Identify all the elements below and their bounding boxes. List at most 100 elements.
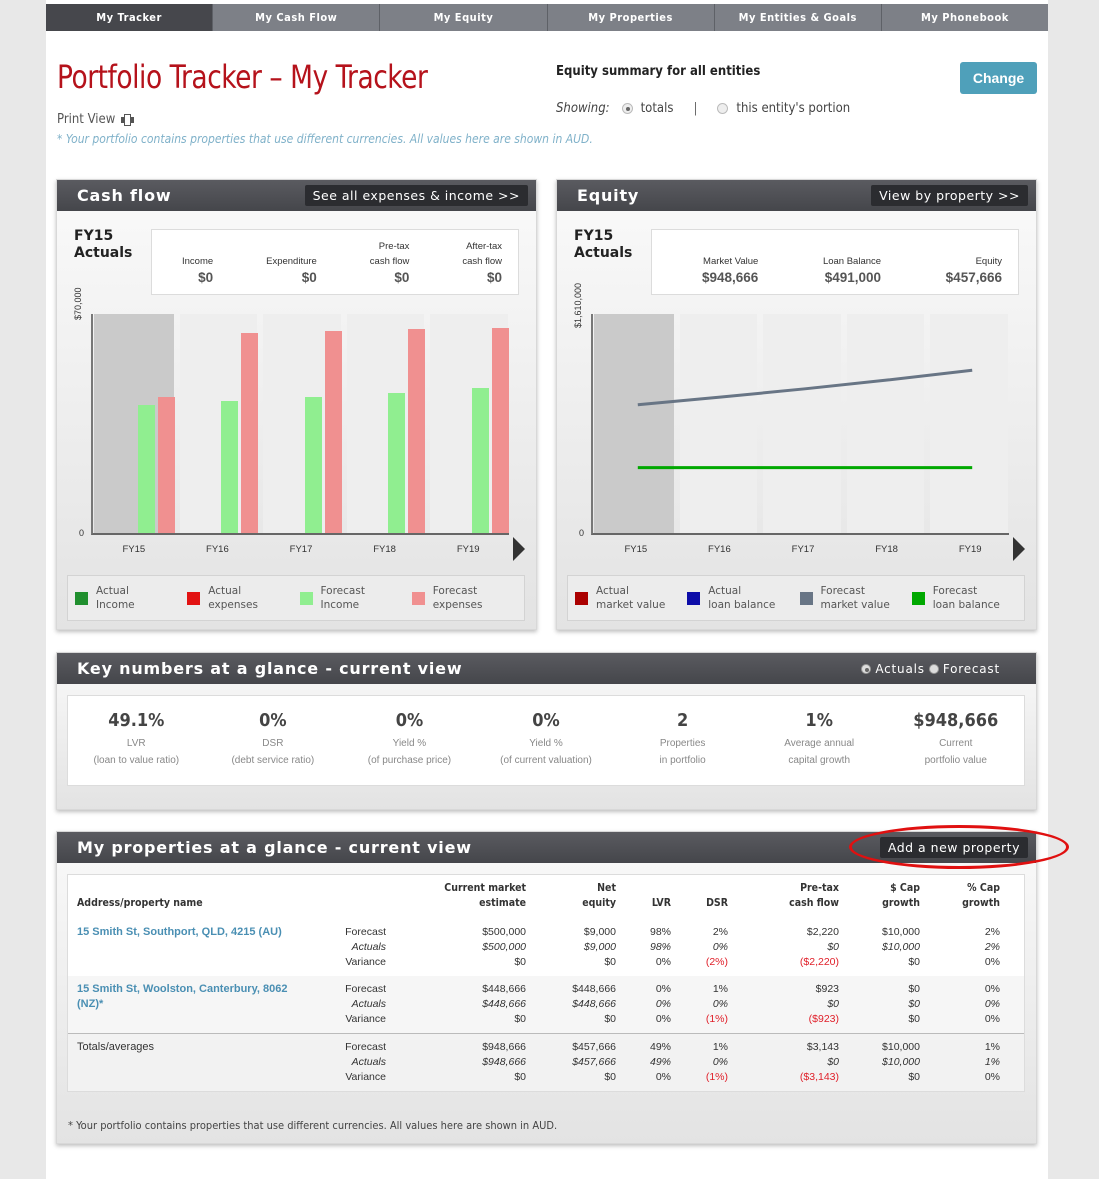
properties-panel: My properties at a glance - current view…	[56, 831, 1037, 1144]
x-axis-label: FY15	[624, 544, 648, 555]
properties-title: My properties at a glance - current view	[77, 838, 472, 857]
summary-label: cash flow	[462, 256, 502, 267]
col-lvr: LVR	[651, 897, 671, 909]
showing-label: Showing:	[556, 101, 610, 116]
kn-portfolio-value: $948,666 Current portfolio value	[887, 696, 1024, 785]
legend-item: Actual loan balance	[687, 584, 799, 612]
page-title: Portfolio Tracker – My Tracker	[57, 58, 428, 96]
summary-loan-balance: Loan Balance $491,000	[823, 230, 881, 294]
y-axis-zero-label: 0	[579, 528, 585, 538]
summary-label: Equity	[975, 256, 1002, 267]
tab-my-cash-flow[interactable]: My Cash Flow	[213, 4, 381, 31]
period-type: Actuals	[74, 245, 133, 261]
cash-flow-panel: Cash flow See all expenses & income >> F…	[56, 179, 537, 630]
cell-cap-growth-pct: 1% 1% 0%	[984, 1041, 1000, 1083]
chart-next-arrow-icon[interactable]	[513, 537, 525, 561]
legend-label: Actual expenses	[208, 585, 258, 611]
kn-label: LVR (loan to value ratio)	[93, 738, 180, 766]
kn-label: Yield % (of current valuation)	[500, 738, 592, 766]
cell-net-equity: $9,000 $9,000 $0	[583, 926, 616, 968]
property-link[interactable]: 15 Smith St, Woolston, Canterbury, 8062 …	[77, 983, 288, 1010]
forecast-label: Forecast	[942, 661, 1000, 676]
summary-label: Market Value	[703, 256, 759, 267]
currency-note: * Your portfolio contains properties tha…	[57, 132, 593, 146]
row-type-labels: Forecast Actuals Variance	[345, 983, 386, 1025]
cash-flow-bar-chart	[91, 314, 509, 535]
bar-forecast-income[interactable]	[472, 388, 489, 533]
totals-radio[interactable]	[621, 103, 633, 114]
period-type: Actuals	[574, 245, 633, 261]
y-axis-max-label: $70,000	[73, 287, 83, 320]
tab-my-properties[interactable]: My Properties	[547, 4, 715, 31]
view-by-property-button[interactable]: View by property >>	[871, 185, 1028, 206]
cell-dsr: 1% 0% (1%)	[705, 983, 728, 1025]
bar-forecast-income[interactable]	[388, 393, 406, 533]
legend-label: Actual Income	[96, 585, 135, 611]
x-axis-label: FY15	[122, 544, 146, 555]
legend-label: Forecast Income	[320, 585, 365, 611]
tab-my-tracker[interactable]: My Tracker	[46, 4, 214, 31]
legend-swatch-forecast-expenses	[411, 591, 425, 605]
chart-next-arrow-icon[interactable]	[1013, 537, 1025, 561]
kn-dsr: 0% DSR (debt service ratio)	[205, 696, 342, 785]
x-axis-label: FY18	[373, 544, 396, 555]
print-view-label: Print View	[57, 112, 116, 127]
col-row-type	[298, 875, 386, 919]
cash-flow-header: Cash flow See all expenses & income >>	[57, 180, 536, 211]
summary-label: Pre-tax	[378, 241, 410, 252]
properties-table: Address/property name Current market esti…	[68, 875, 1024, 1091]
equity-summary-heading: Equity summary for all entities	[556, 64, 761, 79]
property-link[interactable]: 15 Smith St, Southport, QLD, 4215 (AU)	[77, 926, 282, 938]
legend-label: Forecast market value	[820, 585, 890, 611]
col-pretax-cash-flow: Pre-tax cash flow	[789, 882, 839, 909]
tab-my-equity[interactable]: My Equity	[380, 4, 548, 31]
cell-net-equity: $457,666 $457,666 $0	[572, 1041, 616, 1083]
tab-my-phonebook[interactable]: My Phonebook	[881, 4, 1049, 31]
chart-column-background	[846, 314, 925, 533]
summary-income: Income $0	[182, 230, 213, 294]
x-axis-label: FY19	[958, 544, 982, 555]
bar-forecast-expenses[interactable]	[492, 328, 509, 533]
see-all-expenses-income-button[interactable]: See all expenses & income >>	[304, 185, 528, 206]
chart-column-background	[594, 314, 674, 533]
legend-item: Actual expenses	[187, 584, 299, 612]
kn-label: Properties in portfolio	[659, 738, 706, 766]
property-name-cell: 15 Smith St, Southport, QLD, 4215 (AU)	[68, 919, 298, 976]
kn-value: $948,666	[913, 710, 999, 731]
bar-forecast-income[interactable]	[221, 401, 239, 533]
entity-portion-radio[interactable]	[717, 103, 729, 114]
key-numbers-box: 49.1% LVR (loan to value ratio) 0% DSR (debt…	[67, 695, 1025, 786]
kn-value: 1%	[805, 710, 833, 731]
summary-label: Income	[182, 256, 214, 267]
add-new-property-button[interactable]: Add a new property	[879, 837, 1028, 858]
bar-forecast-expenses[interactable]	[408, 329, 426, 533]
summary-value: $491,000	[824, 270, 882, 285]
change-button[interactable]: Change	[960, 62, 1037, 94]
equity-lines	[637, 368, 973, 470]
cell-pretax-cash-flow: $923 $0 ($923)	[808, 983, 839, 1025]
forecast-radio[interactable]	[928, 663, 939, 674]
legend-label: Actual market value	[596, 585, 666, 611]
summary-expenditure: Expenditure $0	[266, 230, 317, 294]
cash-flow-legend: Actual Income Actual expenses Forecast Inco…	[67, 575, 525, 621]
bar-forecast-income[interactable]	[137, 404, 155, 533]
kn-lvr: 49.1% LVR (loan to value ratio)	[68, 696, 205, 785]
print-view-link[interactable]: Print View	[57, 112, 135, 127]
equity-header: Equity View by property >>	[557, 180, 1036, 211]
page: My Tracker My Cash Flow My Equity My Pro…	[46, 0, 1069, 1179]
bar-forecast-expenses[interactable]	[241, 333, 259, 533]
actuals-radio[interactable]	[861, 663, 872, 674]
legend-item: Forecast Income	[299, 584, 412, 612]
cell-lvr: 49% 49% 0%	[649, 1041, 671, 1083]
tab-my-entities-goals[interactable]: My Entities & Goals	[714, 4, 882, 31]
bar-forecast-income[interactable]	[304, 397, 322, 533]
equity-title: Equity	[577, 186, 640, 205]
cash-flow-title: Cash flow	[77, 186, 172, 205]
bar-forecast-expenses[interactable]	[324, 330, 342, 533]
bar-forecast-expenses[interactable]	[157, 397, 175, 533]
kn-label: Current portfolio value	[924, 738, 987, 766]
line-forecast-market-value[interactable]	[637, 368, 973, 407]
cell-cap-growth-dollar: $10,000 $10,000 $0	[882, 926, 920, 968]
printer-icon[interactable]	[121, 113, 135, 126]
actuals-forecast-toggle: Actuals Forecast	[861, 662, 1000, 676]
